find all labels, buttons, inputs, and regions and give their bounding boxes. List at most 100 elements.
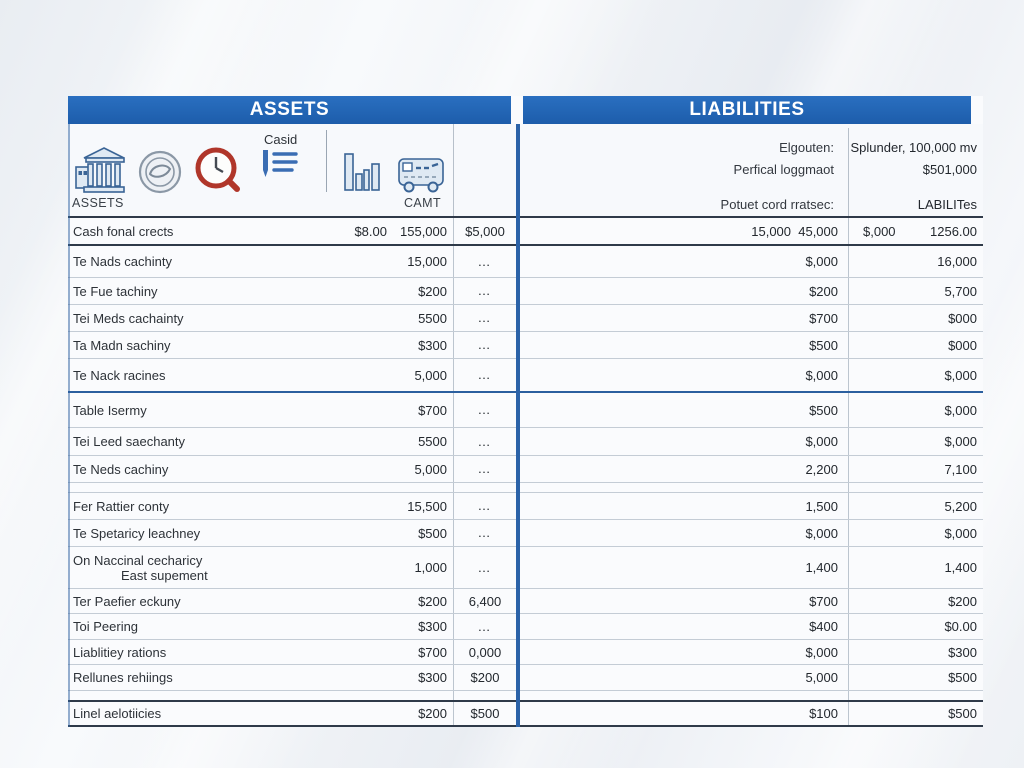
asset-row-label[interactable]: Tei Leed saechanty: [73, 434, 186, 449]
liability-label-cell[interactable]: [520, 614, 698, 639]
liability-value-cell-1[interactable]: $,000: [805, 254, 838, 269]
liability-value-cell-1[interactable]: $,000: [805, 434, 838, 449]
asset-extra-value-cell[interactable]: [323, 614, 391, 639]
liability-value-cell-2[interactable]: $,000 1256.00: [848, 218, 983, 244]
asset-value-cell-2[interactable]: …: [453, 278, 516, 304]
liability-label-cell[interactable]: [520, 456, 698, 482]
liability-value-cell-1[interactable]: 5,000: [805, 670, 838, 685]
asset-value-cell-1[interactable]: 5,000: [414, 367, 447, 383]
liability-info-value[interactable]: $501,000: [922, 161, 977, 177]
asset-extra-value-cell[interactable]: [323, 691, 391, 700]
liability-label-cell[interactable]: [520, 589, 698, 613]
liability-value-cell-1[interactable]: [698, 483, 848, 492]
asset-extra-value-cell[interactable]: [323, 483, 391, 492]
asset-extra-value-cell[interactable]: [323, 332, 391, 358]
asset-value-cell-1[interactable]: 5500: [418, 310, 447, 326]
asset-value-cell-1[interactable]: $300: [418, 670, 447, 685]
asset-value-cell-1[interactable]: $700: [418, 644, 447, 660]
asset-row-label[interactable]: Te Spetaricy leachney: [73, 525, 201, 541]
asset-value-cell-1[interactable]: 1,000: [414, 560, 447, 575]
liability-value-cell-2[interactable]: $,000: [848, 393, 983, 427]
liability-label-cell[interactable]: [520, 278, 698, 304]
liability-label-cell[interactable]: [520, 218, 698, 244]
asset-value-cell-1[interactable]: [391, 691, 453, 700]
liability-value-cell-1[interactable]: 2,200: [805, 461, 838, 477]
asset-row-label[interactable]: Te Nack racines: [73, 367, 166, 383]
asset-row-label[interactable]: [68, 483, 323, 492]
asset-value-cell-1[interactable]: 15,000: [407, 254, 447, 269]
liability-value-cell-2[interactable]: $500: [848, 702, 983, 725]
asset-value-cell-1[interactable]: $200: [418, 593, 447, 609]
liability-label-cell[interactable]: [520, 493, 698, 519]
asset-row-label[interactable]: Fer Rattier conty: [73, 498, 170, 514]
liability-value-cell-1[interactable]: 15,000 45,000: [751, 223, 838, 239]
asset-extra-value-cell[interactable]: [323, 359, 391, 391]
liability-info-value[interactable]: Splunder, 100,000 mv: [850, 139, 977, 155]
liability-value-cell-1[interactable]: $500: [809, 337, 838, 353]
asset-extra-value-cell[interactable]: [323, 278, 391, 304]
liability-value-cell-2[interactable]: 7,100: [848, 456, 983, 482]
liability-value-cell-2[interactable]: $500: [848, 665, 983, 690]
liability-value-cell-1[interactable]: 1,500: [805, 498, 838, 514]
liability-value-cell-2[interactable]: $200: [848, 589, 983, 613]
liability-label-cell[interactable]: [520, 691, 698, 700]
liability-value-cell-1[interactable]: $500: [809, 402, 838, 418]
asset-row-label[interactable]: Te Nads cachinty: [73, 254, 172, 269]
asset-value-cell-1[interactable]: $500: [418, 525, 447, 541]
liability-label-cell[interactable]: [520, 359, 698, 391]
liability-value-cell-2[interactable]: 5,700: [848, 278, 983, 304]
asset-value-cell-2[interactable]: 6,400: [453, 589, 516, 613]
asset-value-cell-1[interactable]: 15,500: [407, 498, 447, 514]
asset-extra-value-cell[interactable]: [323, 702, 391, 725]
asset-row-label[interactable]: Liablitiey rations: [73, 644, 167, 660]
asset-value-cell-2[interactable]: …: [453, 493, 516, 519]
liability-value-cell-1[interactable]: [698, 691, 848, 700]
asset-value-cell-2[interactable]: …: [453, 305, 516, 331]
asset-extra-value-cell[interactable]: [323, 640, 391, 664]
asset-extra-value-cell[interactable]: [323, 305, 391, 331]
asset-extra-value-cell[interactable]: [323, 393, 391, 427]
asset-value-cell-2[interactable]: …: [453, 428, 516, 455]
asset-row-label[interactable]: Tei Meds cachainty: [73, 310, 184, 326]
asset-value-cell-2[interactable]: …: [453, 359, 516, 391]
liability-value-cell-1[interactable]: $700: [809, 593, 838, 609]
asset-value-cell-1[interactable]: $300: [418, 337, 447, 353]
liability-value-cell-2[interactable]: 16,000: [848, 246, 983, 277]
asset-value-cell-2[interactable]: $5,000: [453, 218, 516, 244]
asset-extra-value-cell[interactable]: [323, 589, 391, 613]
asset-row-label[interactable]: Te Neds cachiny: [73, 461, 169, 477]
asset-value-cell-2[interactable]: [453, 483, 516, 492]
asset-row-label[interactable]: Rellunes rehiings: [73, 670, 173, 685]
asset-value-cell-1[interactable]: [391, 483, 453, 492]
liability-label-cell[interactable]: [520, 393, 698, 427]
liability-value-cell-1[interactable]: $,000: [805, 644, 838, 660]
asset-value-cell-1[interactable]: 5,000: [414, 461, 447, 477]
asset-extra-value-cell[interactable]: [323, 665, 391, 690]
asset-value-cell-1[interactable]: $300: [418, 619, 447, 634]
liability-label-cell[interactable]: [520, 428, 698, 455]
liability-label-cell[interactable]: [520, 547, 698, 588]
liability-label-cell[interactable]: [520, 305, 698, 331]
liability-value-cell-2[interactable]: 5,200: [848, 493, 983, 519]
liability-value-cell-2[interactable]: $,000: [848, 428, 983, 455]
liability-value-cell-1[interactable]: $,000: [805, 525, 838, 541]
asset-extra-value-cell[interactable]: [323, 246, 391, 277]
asset-row-label[interactable]: Toi Peering: [73, 619, 139, 634]
liability-info-value[interactable]: LABILITes: [917, 197, 977, 213]
asset-value-cell-2[interactable]: …: [453, 393, 516, 427]
liability-label-cell[interactable]: [520, 246, 698, 277]
liability-value-cell-2[interactable]: $300: [848, 640, 983, 664]
liability-value-cell-2[interactable]: [848, 483, 983, 492]
asset-value-cell-1[interactable]: $200: [418, 706, 447, 721]
asset-value-cell-2[interactable]: $200: [453, 665, 516, 690]
asset-value-cell-1[interactable]: $700: [418, 402, 447, 418]
liability-label-cell[interactable]: [520, 520, 698, 546]
asset-row-label[interactable]: Ter Paefier eckuny: [73, 593, 181, 609]
liability-value-cell-2[interactable]: $,000: [848, 359, 983, 391]
liability-value-cell-1[interactable]: $100: [809, 706, 838, 721]
liability-label-cell[interactable]: [520, 640, 698, 664]
asset-value-cell-2[interactable]: [453, 691, 516, 700]
liability-label-cell[interactable]: [520, 483, 698, 492]
liability-value-cell-2[interactable]: $000: [848, 305, 983, 331]
asset-value-cell-2[interactable]: …: [453, 456, 516, 482]
